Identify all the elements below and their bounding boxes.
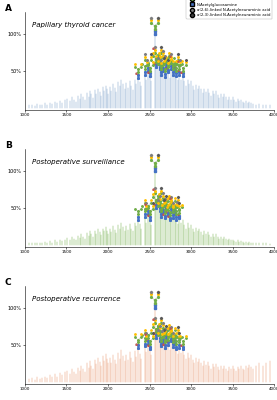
Text: Postoperative recurrence: Postoperative recurrence <box>32 296 121 302</box>
Legend: fucose, galactose, mannose, N-Acetylglucosamine, a(2,6)-linked N-Acetylneuramini: fucose, galactose, mannose, N-Acetylgluc… <box>186 0 272 19</box>
Text: B: B <box>5 141 12 150</box>
Text: Postoperative surveillance: Postoperative surveillance <box>32 159 125 165</box>
Text: A: A <box>5 4 12 13</box>
Text: C: C <box>5 278 12 287</box>
Text: Papillary thyroid cancer: Papillary thyroid cancer <box>32 22 116 28</box>
